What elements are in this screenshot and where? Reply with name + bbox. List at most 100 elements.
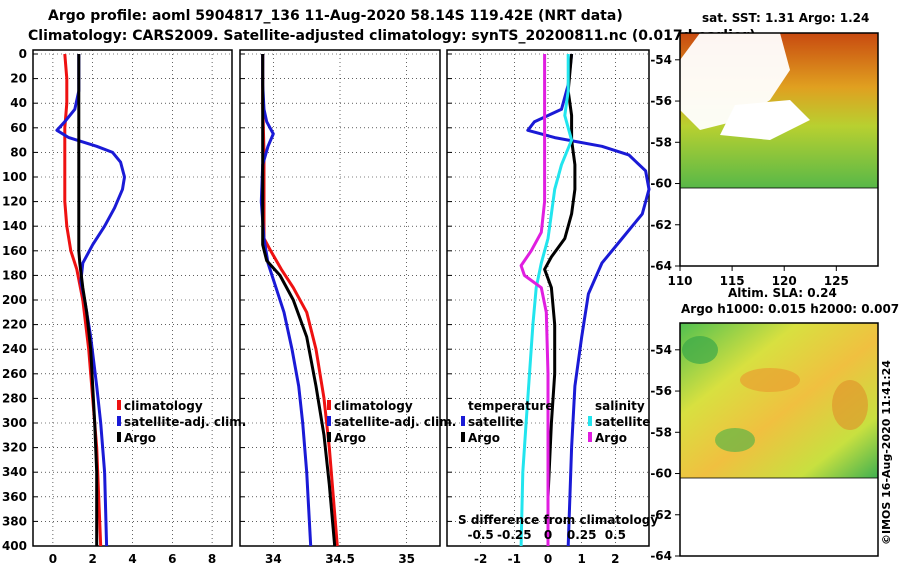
depth-axis: 0 20 40 60 80 100 120 140 160 180 200 220 240 260 280 3… [2,47,27,553]
depth-tick-label: 140 [2,219,27,233]
sla-map: Altim. SLA: 0.24 Argo h1000: 0.015 h2000… [679,286,900,557]
sla-map-anomaly [715,428,755,452]
depth-tick-label: 100 [2,170,27,184]
legend-satellite-adj: satellite-adj. clim. [124,415,246,429]
legend-swatch-argo [327,432,331,442]
credit-text: ©IMOS 16-Aug-2020 11:41:24 [880,360,893,545]
legend-swatch-satellite-adj [117,416,121,426]
x-tick-label: 2 [611,552,619,566]
legend-temp-satellite: satellite [468,415,523,429]
salinity-panel: 34 34.5 35 [239,49,441,566]
secondary-tick-label: 0.5 [605,528,626,542]
sst-map-title: sat. SST: 1.31 Argo: 1.24 [702,11,869,25]
x-tick-label: 6 [168,552,176,566]
sst-map: sat. SST: 1.31 Argo: 1.24 [679,11,879,267]
depth-tick-label: 360 [2,490,27,504]
depth-tick-label: 340 [2,465,27,479]
x-tick-label: 4 [128,552,136,566]
lat-tick-label: -56 [650,94,672,108]
depth-tick-label: 180 [2,268,27,282]
depth-tick-label: 80 [10,145,27,159]
x-tick-label: 8 [208,552,216,566]
x-tick-label: 1 [577,552,585,566]
depth-tick-label: 260 [2,367,27,381]
depth-tick-label: 200 [2,293,27,307]
lat-tick-label: -60 [650,177,672,191]
difference-legend: temperature satellite Argo salinity sate… [458,399,658,527]
depth-tick-label: 240 [2,342,27,356]
depth-tick-label: 300 [2,416,27,430]
x-tick-label: 2 [89,552,97,566]
secondary-tick-label: -0.5 [468,528,494,542]
depth-tick-label: 380 [2,514,27,528]
series-line-argo [77,54,99,546]
secondary-tick-label: 0 [544,528,552,542]
depth-tick-label: 320 [2,441,27,455]
x-tick-label: 34 [265,552,282,566]
series-line-salinity-argo [519,54,550,546]
legend-swatch-sal-argo [588,432,592,442]
legend-temp-argo: Argo [468,431,500,445]
series-line-satellite-adj-clim- [55,54,126,547]
x-tick-label: 0 [49,552,57,566]
series-line-salinity-satellite [519,54,574,547]
legend-satellite-adj: satellite-adj. clim. [334,415,456,429]
legend-swatch-satellite-adj [327,416,331,426]
depth-tick-label: 160 [2,244,27,258]
x-tick-label: 0 [544,552,552,566]
series-line-temperature-argo [543,53,577,546]
legend-swatch-argo [117,432,121,442]
sla-map-empty [679,477,879,557]
legend-argo: Argo [124,431,156,445]
depth-tick-label: 120 [2,195,27,209]
depth-tick-label: 400 [2,539,27,553]
salinity-legend: climatology satellite-adj. clim. Argo [327,399,456,445]
sla-map-lat-axis: -54 -56 -58 -60 -62 -64 [650,343,680,563]
sst-map-lat-axis: -54 -56 -58 -60 -62 -64 [650,53,680,273]
depth-tick-label: 60 [10,121,27,135]
legend-swatch-climatology [327,400,331,410]
sla-map-frame [679,322,879,557]
sst-map-frame [679,32,879,267]
sla-map-anomaly [740,368,800,392]
legend-swatch-temp-argo [461,432,465,442]
legend-title-salinity: salinity [595,399,645,413]
sst-map-cloud-gap [720,100,810,140]
legend-sal-argo: Argo [595,431,627,445]
lon-tick-label: 110 [667,274,692,288]
depth-tick-label: 0 [19,47,27,61]
lat-tick-label: -62 [650,508,672,522]
difference-xlabel: S difference from climatology [458,513,658,527]
x-tick-label: -1 [508,552,521,566]
header-line-1: Argo profile: aoml 5904817_136 11-Aug-20… [48,8,623,24]
lat-tick-label: -58 [650,135,672,149]
sla-map-anomaly [832,380,868,430]
depth-tick-label: 20 [10,72,27,86]
x-tick-label: 34.5 [325,552,355,566]
sla-map-anomaly [682,336,718,364]
sla-map-title-1: Altim. SLA: 0.24 [728,286,837,300]
lon-tick-label: 120 [772,274,797,288]
lat-tick-label: -56 [650,384,672,398]
legend-argo: Argo [334,431,366,445]
lat-tick-label: -54 [650,53,672,67]
series-line-temperature-satellite [526,53,651,547]
legend-climatology: climatology [124,399,203,413]
lat-tick-label: -54 [650,343,672,357]
legend-swatch-climatology [117,400,121,410]
temperature-panel: 0 2 4 6 8 [32,49,233,566]
series-line-argo [261,54,337,547]
difference-panel: -2 -1 0 1 2 [446,49,651,566]
sst-map-lon-axis: 110 115 120 125 [667,266,849,288]
secondary-tick-label: 0.25 [567,528,597,542]
lat-tick-label: -60 [650,467,672,481]
legend-swatch-sal-satellite [588,416,592,426]
lat-tick-label: -62 [650,218,672,232]
legend-sal-satellite: satellite [595,415,650,429]
lat-tick-label: -64 [650,549,672,563]
header-line-2: Climatology: CARS2009. Satellite-adjuste… [28,28,756,44]
lat-tick-label: -58 [650,425,672,439]
sla-map-title-2: Argo h1000: 0.015 h2000: 0.0072 [681,302,900,316]
depth-tick-label: 40 [10,96,27,110]
